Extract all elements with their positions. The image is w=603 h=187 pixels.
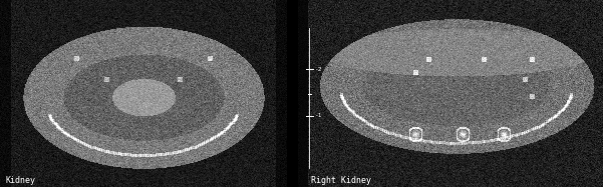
Text: -1: -1 [315, 114, 323, 118]
Text: -2: -2 [315, 67, 323, 72]
Text: Right Kidney: Right Kidney [311, 176, 371, 185]
Text: Kidney: Kidney [6, 176, 36, 185]
